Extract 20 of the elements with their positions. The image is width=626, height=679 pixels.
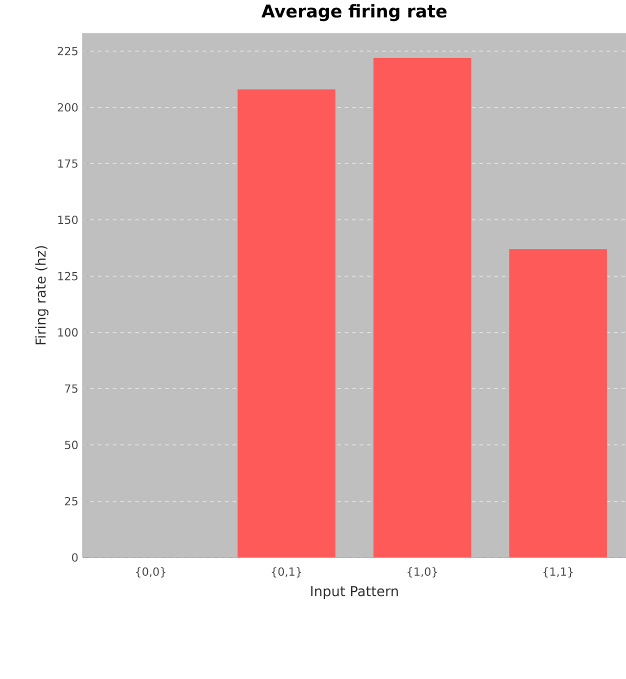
bar: [238, 89, 336, 558]
bar: [509, 249, 607, 558]
y-tick-label: 175: [58, 159, 78, 168]
x-tick-label: {0,1}: [272, 567, 302, 578]
y-tick-label: 225: [58, 46, 78, 56]
x-tick-label: {1,1}: [543, 567, 573, 578]
y-tick-label: 25: [64, 496, 78, 506]
y-tick-label: 150: [58, 216, 78, 224]
y-tick-label: 0: [72, 553, 78, 562]
y-tick-label: 75: [64, 384, 78, 393]
x-axis-title: Input Pattern: [311, 586, 398, 599]
y-tick-label: 100: [58, 328, 78, 337]
chart-title: Average firing rate: [261, 4, 446, 22]
y-tick-label: 125: [58, 272, 78, 280]
y-axis-title: Firing rate (hz): [35, 246, 48, 344]
x-tick-label: {0,0}: [136, 567, 166, 578]
x-tick-label: {1,0}: [408, 567, 437, 578]
y-tick-label: 50: [64, 440, 78, 450]
bar: [373, 58, 472, 558]
y-tick-label: 200: [58, 103, 78, 112]
